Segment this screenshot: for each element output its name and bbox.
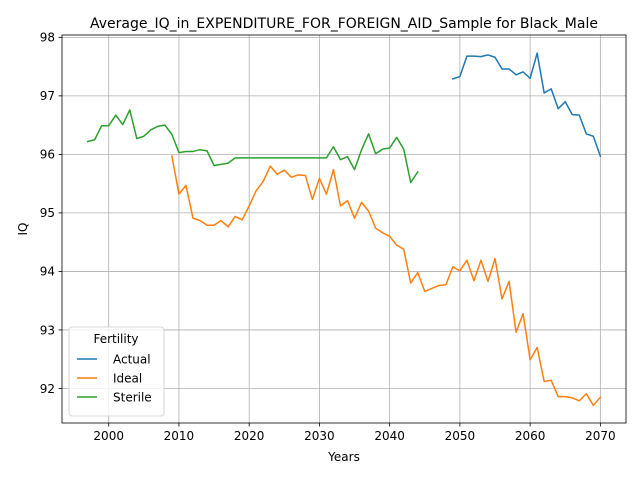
y-tick-label: 97 (40, 89, 55, 103)
x-tick-label: 2000 (93, 429, 124, 443)
y-axis-ticks: 92 93 94 95 96 97 98 (40, 31, 62, 396)
series-line-sterile (86, 109, 419, 184)
legend-label-actual: Actual (113, 352, 151, 366)
series-line-ideal (171, 155, 602, 407)
x-tick-label: 2010 (164, 429, 195, 443)
legend-title: Fertility (93, 332, 138, 346)
chart-title: Average_IQ_in_EXPENDITURE_FOR_FOREIGN_AI… (90, 16, 598, 32)
series-lines (86, 52, 602, 407)
x-axis-ticks: 2000 2010 2020 2030 2040 2050 2060 2070 (93, 423, 616, 443)
x-tick-label: 2040 (374, 429, 405, 443)
x-tick-label: 2020 (234, 429, 265, 443)
x-axis-label: Years (327, 450, 360, 464)
x-tick-label: 2070 (585, 429, 616, 443)
series-line-actual (451, 52, 602, 158)
y-tick-label: 94 (40, 265, 55, 279)
y-tick-label: 93 (40, 323, 55, 337)
y-tick-label: 95 (40, 206, 55, 220)
y-tick-label: 92 (40, 382, 55, 396)
legend: Fertility Actual Ideal Sterile (68, 326, 165, 417)
legend-label-ideal: Ideal (113, 371, 142, 385)
legend-label-sterile: Sterile (113, 390, 152, 404)
y-tick-label: 96 (40, 148, 55, 162)
legend-items: Actual Ideal Sterile (77, 352, 152, 404)
y-tick-label: 98 (40, 31, 55, 45)
plot-frame (61, 34, 627, 424)
x-tick-label: 2050 (445, 429, 476, 443)
legend-box (68, 326, 165, 417)
x-tick-label: 2060 (515, 429, 546, 443)
y-axis-label: IQ (16, 223, 30, 236)
x-tick-label: 2030 (304, 429, 335, 443)
